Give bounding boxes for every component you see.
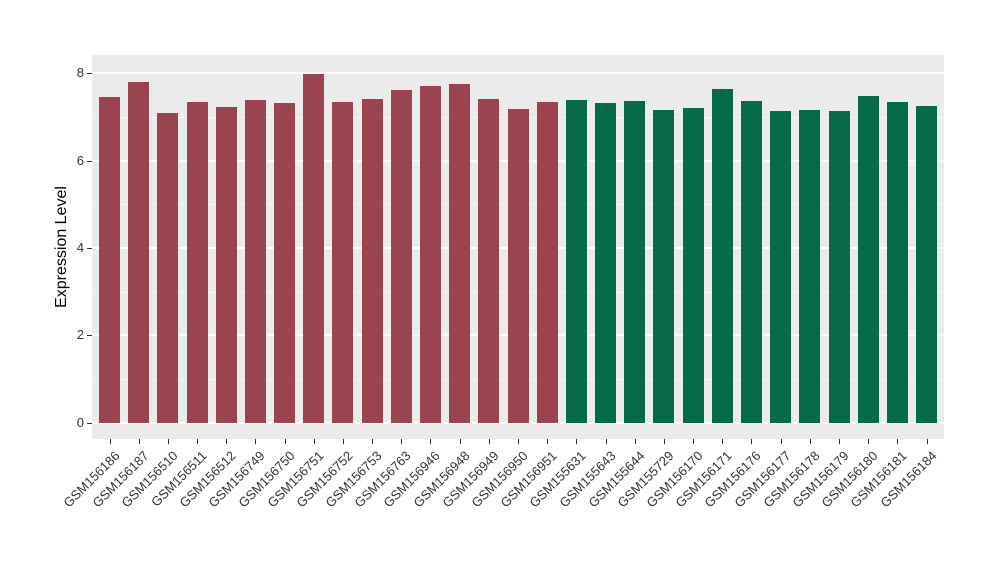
bar-GSM156510 bbox=[157, 113, 179, 423]
x-tick-mark bbox=[401, 439, 403, 444]
bar-GSM156946 bbox=[419, 86, 441, 423]
x-tick-mark bbox=[634, 439, 636, 444]
bar-GSM156179 bbox=[828, 111, 850, 423]
x-tick-mark bbox=[722, 439, 724, 444]
x-tick-mark bbox=[926, 439, 928, 444]
x-tick-mark bbox=[342, 439, 344, 444]
y-tick-mark bbox=[87, 335, 92, 337]
y-tick-label: 6 bbox=[76, 152, 84, 168]
bar-GSM156749 bbox=[244, 99, 266, 423]
x-tick-mark bbox=[809, 439, 811, 444]
bar-GSM156750 bbox=[274, 103, 296, 423]
y-tick-label: 4 bbox=[76, 239, 84, 255]
y-tick-mark bbox=[87, 422, 92, 424]
bar-GSM156949 bbox=[478, 98, 500, 423]
bar-GSM156181 bbox=[886, 102, 908, 423]
plot-panel bbox=[92, 55, 944, 439]
bar-GSM156170 bbox=[682, 107, 704, 423]
y-tick-mark bbox=[87, 247, 92, 249]
x-tick-mark bbox=[576, 439, 578, 444]
x-tick-mark bbox=[693, 439, 695, 444]
bar-GSM156763 bbox=[390, 90, 412, 423]
x-tick-mark bbox=[313, 439, 315, 444]
x-tick-mark bbox=[605, 439, 607, 444]
x-tick-mark bbox=[284, 439, 286, 444]
x-tick-mark bbox=[897, 439, 899, 444]
bar-GSM156948 bbox=[449, 83, 471, 423]
bar-GSM155729 bbox=[653, 109, 675, 423]
x-tick-mark bbox=[197, 439, 199, 444]
x-tick-mark bbox=[372, 439, 374, 444]
x-tick-mark bbox=[751, 439, 753, 444]
bar-GSM156187 bbox=[128, 81, 150, 423]
x-tick-mark bbox=[459, 439, 461, 444]
y-tick-label: 0 bbox=[76, 414, 84, 430]
bar-GSM155643 bbox=[595, 103, 617, 423]
bar-GSM156184 bbox=[916, 105, 938, 423]
y-tick-label: 8 bbox=[76, 65, 84, 81]
bar-GSM156180 bbox=[857, 95, 879, 423]
y-tick-label: 2 bbox=[76, 327, 84, 343]
bar-GSM156950 bbox=[507, 108, 529, 423]
bar-GSM156511 bbox=[186, 101, 208, 423]
bar-GSM156951 bbox=[536, 101, 558, 423]
bar-GSM155644 bbox=[624, 100, 646, 423]
bar-GSM156752 bbox=[332, 101, 354, 423]
x-tick-mark bbox=[430, 439, 432, 444]
bar-GSM156171 bbox=[711, 88, 733, 423]
bar-GSM156512 bbox=[215, 107, 237, 423]
x-tick-mark bbox=[780, 439, 782, 444]
x-tick-label: GSM156184 bbox=[779, 447, 939, 510]
x-tick-mark bbox=[868, 439, 870, 444]
x-tick-mark bbox=[488, 439, 490, 444]
bar-GSM156177 bbox=[770, 110, 792, 423]
bar-GSM156751 bbox=[303, 73, 325, 423]
bar-GSM156753 bbox=[361, 99, 383, 423]
x-tick-mark bbox=[255, 439, 257, 444]
x-tick-mark bbox=[839, 439, 840, 444]
bar-GSM156186 bbox=[99, 97, 120, 423]
x-tick-mark bbox=[226, 439, 228, 444]
x-tick-mark bbox=[138, 439, 140, 444]
y-tick-mark bbox=[87, 73, 92, 75]
x-tick-mark bbox=[663, 439, 665, 444]
bar-GSM155631 bbox=[565, 99, 587, 423]
bar-GSM156178 bbox=[799, 109, 821, 423]
x-tick-mark bbox=[518, 439, 520, 444]
x-tick-mark bbox=[109, 439, 111, 444]
major-gridline bbox=[92, 72, 944, 75]
bar-GSM156176 bbox=[740, 101, 762, 423]
y-tick-mark bbox=[87, 160, 92, 162]
x-tick-mark bbox=[167, 439, 169, 444]
x-tick-mark bbox=[547, 439, 549, 444]
